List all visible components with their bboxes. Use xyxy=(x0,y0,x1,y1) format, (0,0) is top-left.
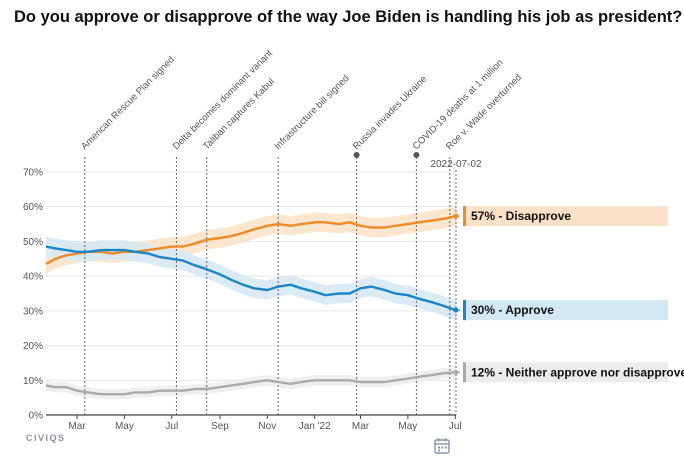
calendar-icon[interactable] xyxy=(434,438,450,454)
current-date-label: 2022-07-02 xyxy=(430,159,482,170)
x-tick-label: Mar xyxy=(352,421,370,432)
x-tick-label: Jul xyxy=(165,421,178,432)
event-dot xyxy=(353,152,360,158)
event-label: Infrastructure bill signed xyxy=(273,73,352,152)
y-tick-label: 60% xyxy=(23,202,43,213)
x-tick-label: May xyxy=(115,421,134,432)
band-approve xyxy=(46,236,456,320)
end-labels: 57% - Disapprove 30% - Approve 12% - Neith… xyxy=(458,206,684,383)
event-dot xyxy=(413,152,420,158)
end-label-accent xyxy=(463,362,466,383)
axes: 0% 10% 20% 30% 40% 50% 60% 70% Mar May Jul Sep Nov Ja… xyxy=(23,168,462,433)
confidence-bands xyxy=(46,206,456,400)
endpoint-dot xyxy=(453,213,459,219)
y-tick-label: 0% xyxy=(29,411,44,422)
end-label-bg xyxy=(463,206,668,227)
series-lines xyxy=(45,213,459,396)
x-tick-label: Sep xyxy=(211,421,229,432)
y-tick-label: 70% xyxy=(23,168,43,179)
civiqs-logo: CIVIQS xyxy=(26,433,66,443)
x-tick-label: May xyxy=(398,421,417,432)
y-tick-label: 30% xyxy=(23,306,43,317)
end-label-approve: 30% - Approve xyxy=(471,303,554,317)
x-tick-label: Mar xyxy=(68,421,86,432)
line-disapprove xyxy=(45,214,457,266)
event-label: American Rescue Plan signed xyxy=(79,54,177,152)
x-tick-label: Jul xyxy=(449,421,462,432)
y-tick-label: 50% xyxy=(23,237,43,248)
y-tick-label: 20% xyxy=(23,341,43,352)
endpoint-dot xyxy=(453,307,459,313)
end-label-accent xyxy=(463,300,466,321)
endpoint-dot xyxy=(453,369,459,375)
y-tick-label: 40% xyxy=(23,272,43,283)
chart-title: Do you approve or disapprove of the way … xyxy=(14,8,682,26)
band-disapprove xyxy=(46,206,456,274)
x-tick-label: Nov xyxy=(258,421,276,432)
line-approve xyxy=(45,245,457,312)
end-label-neither-approve-nor-disapprove: 12% - Neither approve nor disapprove xyxy=(471,365,684,379)
line-neither-approve-nor-disapprove xyxy=(45,371,457,396)
end-label-accent xyxy=(463,206,466,227)
end-label-disapprove: 57% - Disapprove xyxy=(471,209,571,223)
y-tick-label: 10% xyxy=(23,376,43,387)
end-label-bg xyxy=(463,300,668,321)
x-tick-label: Jan '22 xyxy=(299,421,331,432)
end-label-bg xyxy=(463,362,668,383)
